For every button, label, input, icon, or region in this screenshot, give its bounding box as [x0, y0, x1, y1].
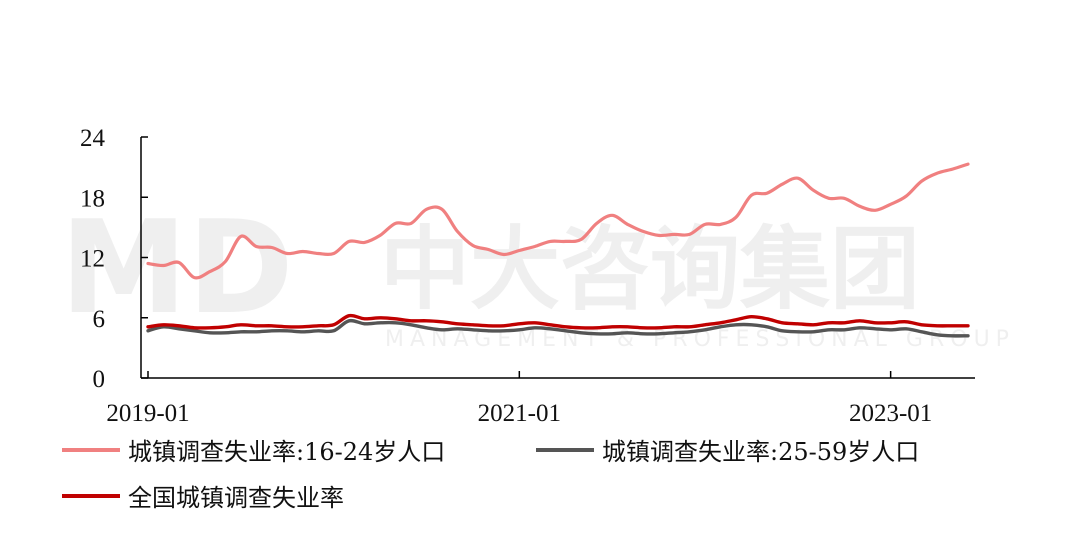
- watermark-logo: MD: [60, 194, 294, 343]
- series-line-adult: [146, 318, 970, 338]
- series-line-youth: [146, 162, 970, 280]
- y-tick-label: 24: [80, 125, 106, 152]
- y-tick-label: 0: [93, 366, 106, 393]
- y-tick-label: 18: [80, 185, 105, 212]
- axes: 0 6 12 18 24 2019-01 2021-01 2023-01: [80, 125, 975, 427]
- y-tick-label: 6: [93, 306, 106, 333]
- y-tick-label: 12: [80, 246, 105, 273]
- series-line-national: [146, 313, 970, 330]
- legend-label-youth: 城镇调查失业率:16-24岁人口: [128, 438, 446, 466]
- legend-item-adult: 城镇调查失业率:25-59岁人口: [536, 432, 919, 467]
- x-tick-label: 2019-01: [106, 400, 189, 427]
- legend-swatch-adult: [536, 447, 594, 452]
- legend-label-adult: 城镇调查失业率:25-59岁人口: [602, 438, 920, 466]
- legend-swatch-youth: [62, 447, 120, 452]
- x-tick-label: 2021-01: [478, 400, 561, 427]
- legend-item-national: 全国城镇调查失业率: [62, 478, 344, 513]
- legend-label-national: 全国城镇调查失业率: [128, 484, 344, 512]
- legend-item-youth: 城镇调查失业率:16-24岁人口: [62, 432, 445, 467]
- series-layer: [146, 162, 970, 338]
- legend-swatch-national: [62, 493, 120, 498]
- x-tick-label: 2023-01: [849, 400, 932, 427]
